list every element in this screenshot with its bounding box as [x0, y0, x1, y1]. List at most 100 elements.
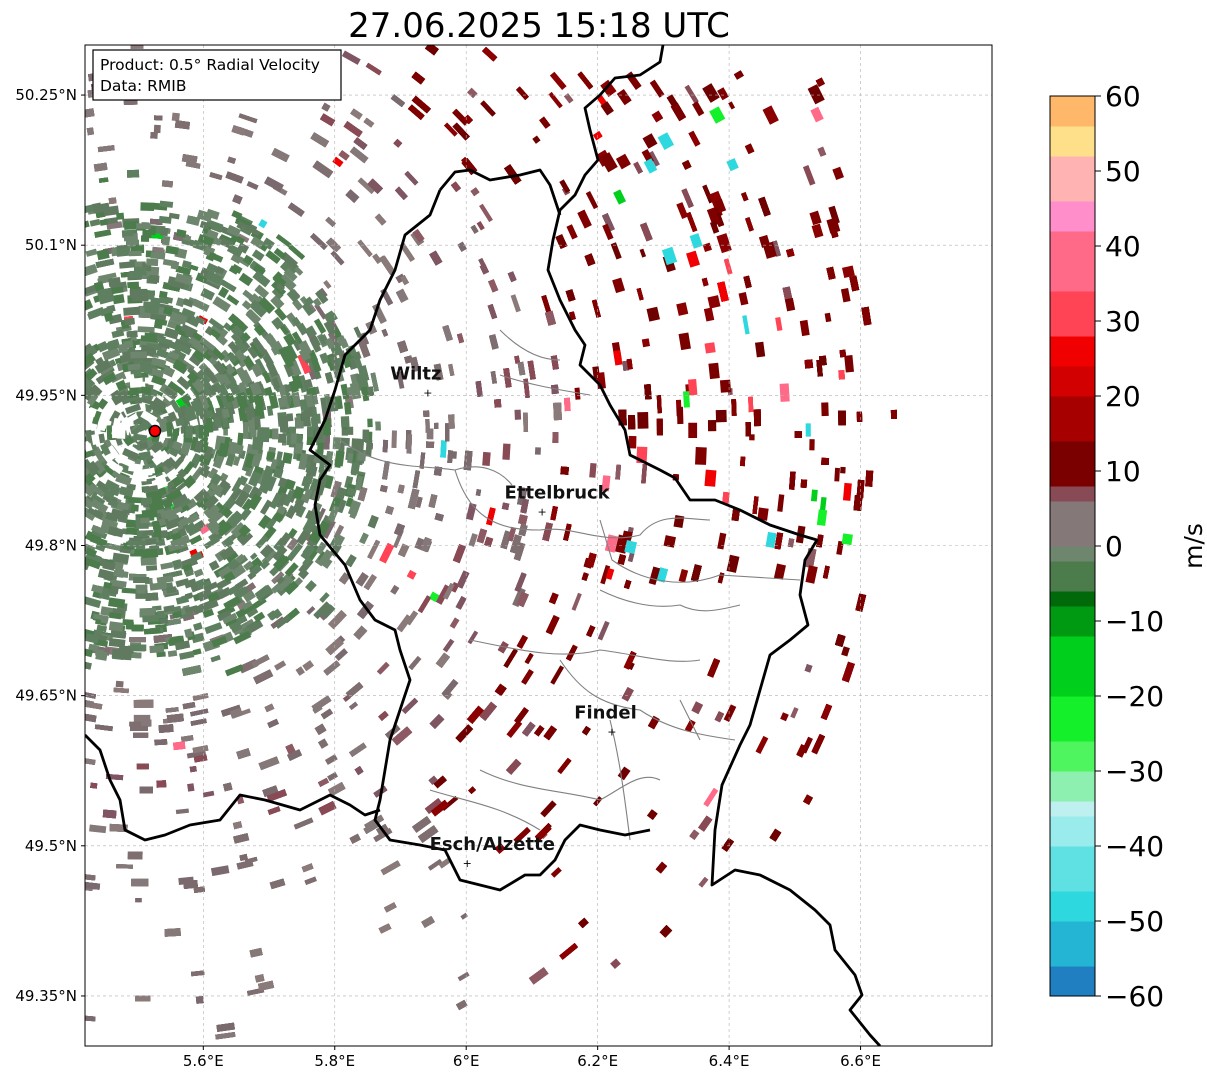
echo-gate	[540, 800, 557, 818]
echo-gate	[123, 100, 138, 105]
echo-gate	[423, 410, 430, 417]
echo-gate	[476, 221, 485, 231]
echo-gate	[717, 532, 727, 550]
echo-gate	[116, 864, 133, 869]
echo-gate	[127, 851, 143, 860]
echo-gate	[585, 191, 599, 210]
echo-gate	[494, 399, 502, 408]
echo-gate	[140, 719, 152, 727]
echo-gate	[468, 533, 478, 547]
echo-gate	[838, 370, 845, 380]
echo-gate	[133, 732, 149, 738]
echo-gate	[173, 741, 186, 751]
echo-gate	[479, 203, 493, 223]
echo-gate	[553, 402, 562, 421]
echo-gate	[440, 440, 447, 458]
echo-gate	[161, 180, 173, 188]
echo-gate	[550, 867, 562, 878]
echo-gate	[334, 648, 349, 661]
echo-gate	[90, 782, 98, 789]
echo-gate	[532, 135, 541, 144]
echo-gate	[610, 958, 621, 970]
echo-gate	[146, 565, 158, 572]
echo-gate	[186, 750, 207, 759]
echo-gate	[466, 87, 478, 99]
echo-gate	[641, 338, 651, 348]
echo-gate	[684, 84, 699, 104]
echo-gate	[467, 630, 479, 645]
echo-gate	[131, 504, 139, 512]
echo-gate	[425, 441, 435, 448]
echo-gate	[193, 568, 204, 578]
echo-gate	[333, 524, 345, 539]
echo-gate	[435, 584, 451, 605]
echo-gate	[549, 71, 567, 91]
echo-gate	[821, 457, 830, 466]
echo-gate	[780, 712, 789, 722]
echo-gate	[367, 418, 373, 428]
echo-gate	[139, 786, 153, 794]
echo-gate	[566, 224, 578, 240]
echo-gate	[89, 824, 107, 834]
echo-gate	[834, 467, 841, 482]
echo-gate	[550, 665, 565, 685]
echo-gate	[302, 660, 315, 672]
echo-gate	[482, 451, 491, 466]
echo-gate	[189, 765, 197, 773]
echo-gate	[164, 928, 181, 937]
echo-gate	[563, 93, 574, 104]
echo-gate	[175, 808, 189, 815]
echo-gate	[129, 636, 146, 643]
echo-gate	[656, 418, 663, 436]
echo-gate	[755, 735, 769, 754]
echo-gate	[121, 587, 138, 594]
echo-gate	[597, 620, 610, 641]
echo-gate	[478, 257, 486, 267]
echo-gate	[563, 397, 571, 412]
echo-gate	[282, 452, 293, 465]
echo-gate	[449, 617, 460, 629]
echo-gate	[156, 780, 167, 788]
echo-gate	[821, 402, 829, 417]
echo-gate	[723, 704, 737, 722]
echo-gate	[133, 576, 150, 584]
echo-gate	[125, 621, 134, 630]
echo-gate	[154, 739, 168, 746]
echo-gate	[639, 248, 647, 258]
echo-gate	[135, 995, 151, 1002]
echo-gate	[448, 414, 455, 429]
echo-gate	[202, 790, 215, 798]
echo-gate	[460, 912, 468, 920]
echo-gate	[740, 456, 746, 467]
echo-gate	[327, 331, 339, 347]
echo-gate	[534, 447, 541, 455]
echo-gate	[357, 177, 376, 195]
echo-gate	[571, 592, 582, 611]
echo-gate	[589, 462, 597, 478]
echo-gate	[158, 724, 174, 733]
echo-gate	[838, 410, 846, 426]
echo-gate	[800, 479, 808, 488]
echo-gate	[219, 472, 229, 483]
echo-gate	[127, 169, 140, 178]
echo-gate	[794, 431, 803, 439]
echo-gate	[890, 409, 898, 419]
echo-gate	[502, 443, 511, 460]
echo-gate	[349, 108, 363, 120]
echo-gate	[210, 865, 230, 877]
echo-gate	[286, 537, 299, 551]
echo-gate	[171, 112, 180, 122]
echo-gate	[728, 101, 736, 110]
echo-gate	[828, 205, 840, 225]
echo-gate	[396, 371, 405, 389]
echo-gate	[819, 355, 827, 366]
echo-gate	[102, 809, 117, 819]
echo-gate	[133, 699, 154, 708]
echo-gate	[560, 466, 569, 475]
echo-gate	[745, 422, 752, 437]
echo-gate	[841, 646, 850, 657]
echo-gate	[375, 421, 381, 431]
echo-gate	[237, 233, 250, 244]
